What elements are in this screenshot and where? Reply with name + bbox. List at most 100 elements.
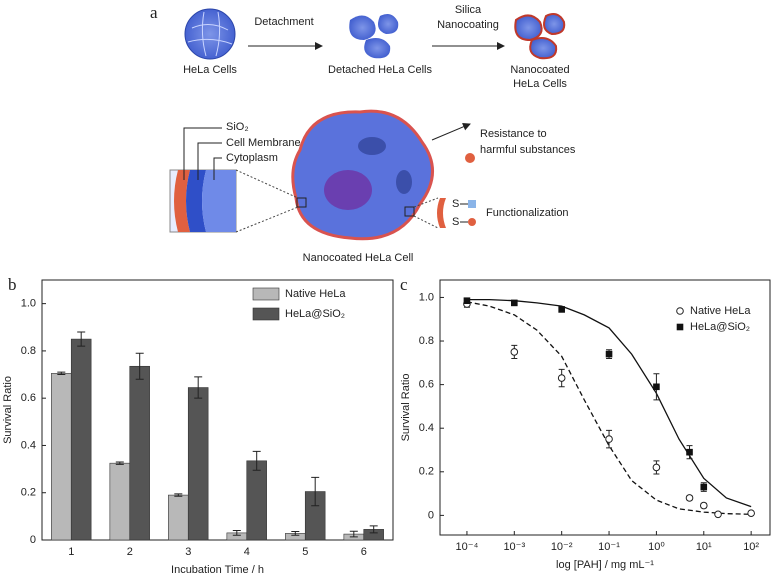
error-bar <box>369 525 378 534</box>
legend-label: HeLa@SiO₂ <box>285 308 345 320</box>
layer-label: Cell Membrane <box>226 137 301 149</box>
panel-a: a HeLa Cells Detachment Detached HeLa Ce… <box>150 3 576 264</box>
x-tick-label: 2 <box>127 546 133 558</box>
bar <box>51 373 72 541</box>
y-tick-label: 1.0 <box>21 298 36 310</box>
point <box>714 510 722 519</box>
resistance-label: Resistance to <box>480 128 547 140</box>
legend-label: Native HeLa <box>690 305 751 317</box>
point <box>685 494 694 502</box>
cells-label: Detached HeLa Cells <box>328 64 432 76</box>
error-bar <box>252 450 261 471</box>
y-tick-label: 0.4 <box>21 439 36 451</box>
axes-frame <box>41 279 394 541</box>
y-tick-label: 0 <box>428 509 434 521</box>
bar <box>109 462 131 541</box>
point <box>652 463 661 472</box>
bar <box>70 338 92 541</box>
x-tick-label: 10⁻⁴ <box>456 541 479 553</box>
coated-cell <box>514 14 543 42</box>
layer-label: Cytoplasm <box>226 152 278 164</box>
leader <box>183 127 222 180</box>
error-bar <box>174 493 183 497</box>
zoom-box <box>296 197 307 208</box>
zoom-box <box>404 206 415 217</box>
legend-marker <box>676 307 684 315</box>
panel-label: a <box>150 3 158 22</box>
point <box>653 383 660 391</box>
bar <box>187 387 209 541</box>
error-bar <box>232 530 241 536</box>
detached-cell <box>364 38 391 59</box>
error-bar <box>77 331 86 347</box>
harmful-dot <box>465 153 475 163</box>
y-tick-label: 0.6 <box>21 392 36 404</box>
step-label: Silica <box>455 4 482 16</box>
point <box>510 348 519 356</box>
point <box>605 350 613 358</box>
silica-layer <box>174 170 190 232</box>
axes-frame <box>439 279 771 536</box>
x-axis-label: Incubation Time / h <box>171 564 264 576</box>
y-tick-label: 0.8 <box>21 345 36 357</box>
cells-label: HeLa Cells <box>513 78 567 90</box>
x-tick-label: 5 <box>302 546 308 558</box>
x-tick-label: 10⁻² <box>551 541 573 553</box>
leader <box>197 142 222 180</box>
zoom-line <box>235 169 299 199</box>
x-tick-label: 1 <box>68 546 74 558</box>
step-label: Nanocoating <box>437 19 499 31</box>
x-tick-label: 10⁻³ <box>503 541 525 553</box>
arrow <box>431 123 471 141</box>
error-bar <box>311 476 320 507</box>
point <box>511 299 518 307</box>
coated-cell <box>543 13 566 36</box>
legend-label: HeLa@SiO₂ <box>690 321 750 333</box>
zoom-line <box>235 206 299 233</box>
legend-swatch <box>252 287 280 301</box>
organelle <box>396 170 412 194</box>
zoom-line <box>413 197 439 208</box>
linker-label: S <box>452 198 459 210</box>
legend-marker <box>676 323 684 331</box>
step-label: Detachment <box>254 16 313 28</box>
y-axis-label: Survival Ratio <box>2 376 14 444</box>
point <box>700 483 708 491</box>
nucleus <box>324 170 372 210</box>
organelle <box>358 137 386 155</box>
leader <box>213 157 222 180</box>
x-tick-label: 10⁻¹ <box>598 541 620 553</box>
bar <box>168 494 189 541</box>
red-group <box>468 218 476 226</box>
silica-patch <box>437 198 446 228</box>
y-tick-label: 0.6 <box>419 379 434 391</box>
x-tick-label: 10¹ <box>696 541 712 553</box>
cell-caption: Nanocoated HeLa Cell <box>303 252 414 264</box>
functionalization-label: Functionalization <box>486 207 569 219</box>
cytoplasm-layer <box>202 170 236 232</box>
membrane-layer <box>186 170 206 232</box>
legend-swatch <box>252 307 280 321</box>
point <box>605 435 613 443</box>
point <box>686 448 693 456</box>
coated-cell <box>529 37 558 60</box>
point <box>463 297 471 305</box>
error-bar <box>349 530 358 538</box>
point <box>747 509 755 518</box>
point <box>699 501 708 510</box>
y-tick-label: 0.2 <box>21 487 36 499</box>
y-tick-label: 1.0 <box>419 291 434 303</box>
error-bar <box>115 461 124 465</box>
resistance-label: harmful substances <box>480 144 576 156</box>
detached-cell <box>349 15 376 40</box>
error-bar <box>194 376 203 399</box>
cells-label: HeLa Cells <box>183 64 237 76</box>
panel-label: c <box>400 275 408 294</box>
linker-label: S <box>452 216 459 228</box>
legend-label: Native HeLa <box>285 288 346 300</box>
error-bar <box>57 371 66 376</box>
y-tick-label: 0 <box>30 534 36 546</box>
layer-label: SiO₂ <box>226 121 249 133</box>
hela-cells <box>184 8 236 60</box>
